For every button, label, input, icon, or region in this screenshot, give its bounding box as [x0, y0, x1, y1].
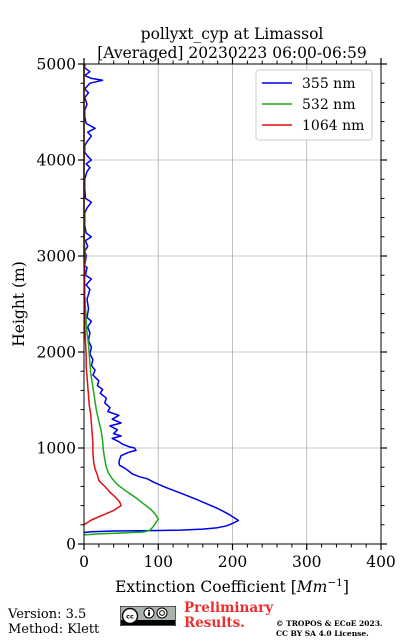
copyright-note: © TROPOS & ECoE 2023. CC BY SA 4.0 Licen…: [276, 619, 383, 638]
x-tick-label: 100: [143, 553, 173, 571]
series-layer: [83, 64, 240, 536]
x-axis-label: Extinction Coefficient [Mm−1]: [115, 577, 349, 596]
y-tick-label: 4000: [37, 152, 76, 170]
y-tick-label: 0: [66, 536, 76, 554]
x-tick-label: 0: [79, 553, 89, 571]
preliminary-line: Preliminary: [184, 600, 274, 616]
legend-label: 532 nm: [302, 97, 355, 113]
y-axis-label: Height (m): [10, 261, 28, 347]
results-line: Results.: [184, 615, 245, 631]
x-tick-label: 300: [292, 553, 322, 571]
legend-label: 355 nm: [302, 76, 355, 92]
axis-ticks: [78, 58, 387, 550]
copyright-line2: CC BY SA 4.0 License.: [276, 628, 369, 638]
legend-label: 1064 nm: [302, 118, 364, 134]
y-tick-label: 1000: [37, 440, 76, 458]
y-tick-label: 5000: [37, 56, 76, 74]
legend: 355 nm 532 nm 1064 nm: [255, 69, 373, 141]
chart-subtitle: [Averaged] 20230223 06:00-06:59: [97, 44, 367, 62]
y-tick-label: 3000: [37, 248, 76, 266]
preliminary-results-note: Preliminary Results.: [184, 601, 273, 631]
series-line-532-nm: [83, 64, 160, 536]
x-tick-label: 400: [366, 553, 396, 571]
y-tick-label: 2000: [37, 344, 76, 362]
legend-box: [255, 69, 373, 141]
series-line-1064-nm: [83, 64, 122, 526]
chart-title: pollyxt_cyp at Limassol: [141, 25, 324, 43]
extinction-chart: pollyxt_cyp at Limassol [Averaged] 20230…: [10, 25, 396, 596]
method-text: Method: Klett: [8, 622, 100, 637]
x-tick-label: 200: [218, 553, 248, 571]
series-line-355-nm: [83, 64, 240, 534]
cc-by-sa-badge: cc: [120, 606, 176, 626]
svg-text:cc: cc: [126, 613, 134, 621]
version-text: Version: 3.5: [8, 607, 87, 622]
copyright-line1: © TROPOS & ECoE 2023.: [276, 619, 383, 628]
